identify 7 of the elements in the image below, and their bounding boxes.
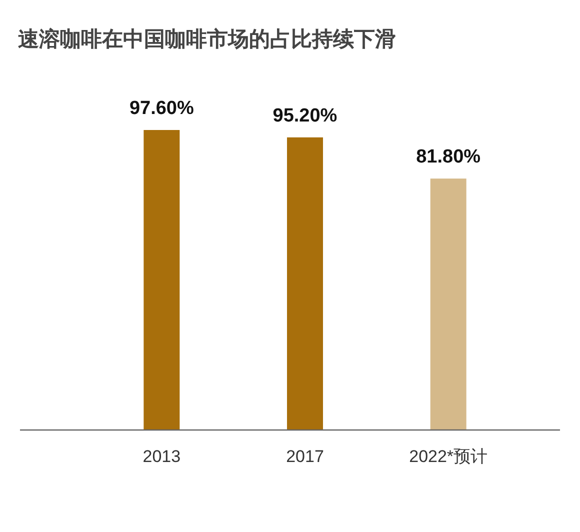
data-label: 97.60% xyxy=(129,98,194,119)
chart-title: 速溶咖啡在中国咖啡市场的占比持续下滑 xyxy=(18,27,396,51)
x-tick-label: 2017 xyxy=(286,447,324,466)
x-tick-label: 2022*预计 xyxy=(409,447,488,466)
data-label: 81.80% xyxy=(416,146,481,168)
x-tick-label: 2013 xyxy=(142,447,181,466)
data-label: 95.20% xyxy=(272,105,338,126)
